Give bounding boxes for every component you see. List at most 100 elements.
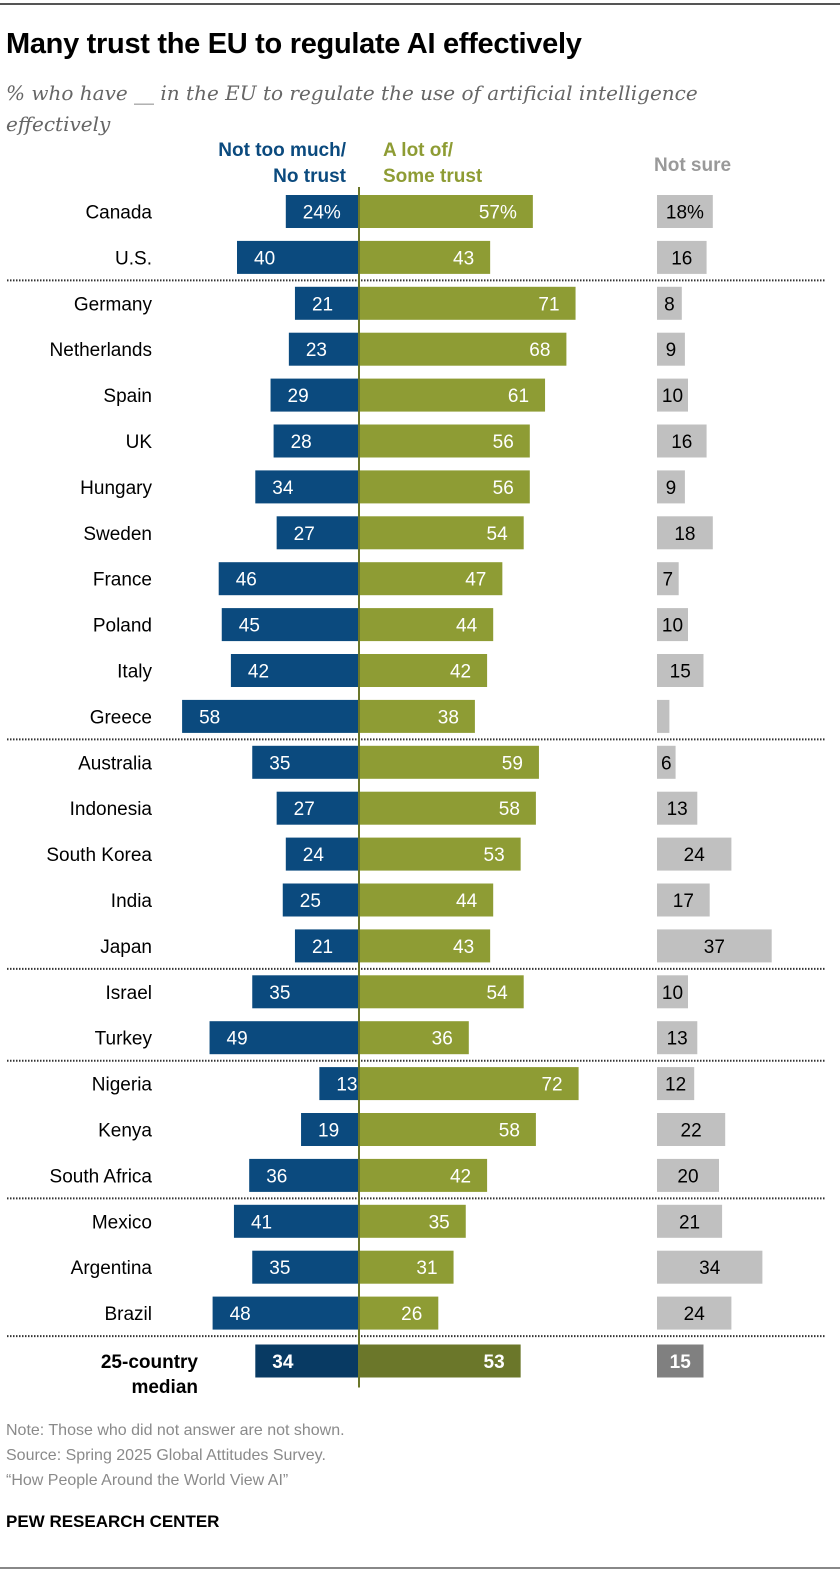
bar-not-sure — [657, 745, 676, 779]
label-some-trust: 42 — [450, 1166, 471, 1187]
category-label: median — [131, 1377, 198, 1398]
bar-no-trust — [276, 791, 359, 825]
label-no-trust: 42 — [248, 662, 269, 683]
category-label: South Korea — [46, 845, 152, 866]
bar-no-trust — [252, 975, 359, 1009]
label-not-sure: 8 — [664, 294, 675, 315]
label-no-trust: 25 — [300, 891, 321, 912]
category-label: Canada — [85, 203, 152, 224]
bar-no-trust — [218, 562, 359, 596]
label-not-sure: 12 — [665, 1075, 686, 1096]
category-label: 25-country — [101, 1352, 199, 1373]
label-some-trust: 42 — [450, 662, 471, 683]
label-not-sure: 13 — [667, 1029, 688, 1050]
label-some-trust: 36 — [432, 1029, 453, 1050]
label-some-trust: 61 — [508, 386, 529, 407]
bar-some-trust — [359, 378, 546, 412]
bar-not-sure — [657, 791, 698, 825]
label-not-sure: 18 — [674, 524, 695, 545]
bar-not-sure — [657, 470, 685, 504]
bar-no-trust — [252, 745, 359, 779]
bar-some-trust — [359, 516, 524, 550]
label-no-trust: 21 — [312, 294, 333, 315]
bar-not-sure — [657, 240, 707, 274]
label-no-trust: 49 — [227, 1029, 248, 1050]
category-label: Spain — [103, 386, 152, 407]
category-label: Netherlands — [50, 340, 152, 361]
bar-some-trust — [359, 562, 503, 596]
legend-no-trust: Not too much/ No trust — [218, 138, 346, 190]
label-not-sure: 16 — [671, 432, 692, 453]
label-not-sure: 10 — [662, 386, 683, 407]
category-label: Indonesia — [70, 799, 153, 820]
category-label: UK — [126, 432, 153, 453]
bar-not-sure — [657, 562, 679, 596]
category-label: Israel — [106, 983, 152, 1004]
bar-no-trust — [270, 378, 359, 412]
label-not-sure: 9 — [666, 478, 677, 499]
label-some-trust: 26 — [401, 1304, 422, 1325]
category-label: Italy — [117, 662, 152, 683]
label-not-sure: 6 — [661, 753, 672, 774]
bar-no-trust — [282, 883, 359, 917]
bar-some-trust — [359, 1021, 469, 1055]
bar-some-trust — [359, 699, 475, 733]
bar-not-sure — [657, 1250, 763, 1284]
label-no-trust: 24 — [303, 845, 325, 866]
bar-some-trust — [359, 1296, 439, 1330]
bar-not-sure — [657, 883, 710, 917]
bar-some-trust — [359, 1344, 521, 1378]
legend-some-trust: A lot of/ Some trust — [383, 138, 482, 190]
category-label: France — [93, 570, 152, 591]
bar-no-trust — [252, 1250, 359, 1284]
label-not-sure: 20 — [677, 1166, 698, 1187]
category-label: Germany — [74, 294, 153, 315]
note-text: Note: Those who did not answer are not s… — [6, 1422, 345, 1439]
label-some-trust: 44 — [456, 891, 478, 912]
report-title: “How People Around the World View AI” — [6, 1472, 289, 1489]
bar-some-trust — [359, 929, 491, 963]
label-no-trust: 35 — [269, 1258, 290, 1279]
label-no-trust: 34 — [272, 1352, 294, 1373]
label-some-trust: 57% — [479, 203, 517, 224]
label-no-trust: 27 — [294, 799, 315, 820]
label-not-sure: 15 — [670, 662, 691, 683]
bar-not-sure — [657, 516, 713, 550]
bar-not-sure — [657, 608, 688, 642]
label-no-trust: 13 — [336, 1075, 357, 1096]
label-not-sure: 22 — [681, 1121, 702, 1142]
bar-not-sure — [657, 699, 670, 733]
label-not-sure: 16 — [671, 248, 692, 269]
label-no-trust: 27 — [294, 524, 315, 545]
bar-not-sure — [657, 837, 732, 871]
label-no-trust: 23 — [306, 340, 327, 361]
label-some-trust: 31 — [416, 1258, 437, 1279]
label-some-trust: 54 — [487, 524, 509, 545]
bar-not-sure — [657, 1296, 732, 1330]
label-no-trust: 21 — [312, 937, 333, 958]
legend-no-trust-line1: Not too much/ — [218, 140, 346, 161]
bar-some-trust — [359, 424, 530, 458]
legend-some-trust-line1: A lot of/ — [383, 140, 453, 161]
label-not-sure: 17 — [673, 891, 694, 912]
bar-not-sure — [657, 286, 682, 320]
category-label: Sweden — [83, 524, 152, 545]
label-some-trust: 58 — [499, 799, 520, 820]
label-no-trust: 19 — [318, 1121, 339, 1142]
bar-no-trust — [237, 240, 359, 274]
category-label: Japan — [100, 937, 152, 958]
bar-not-sure — [657, 1067, 695, 1101]
label-no-trust: 36 — [266, 1166, 287, 1187]
category-label: South Africa — [50, 1166, 153, 1187]
label-some-trust: 56 — [493, 432, 514, 453]
bar-not-sure — [657, 332, 685, 366]
bar-some-trust — [359, 745, 539, 779]
bar-not-sure — [657, 1021, 698, 1055]
bar-not-sure — [657, 1158, 719, 1192]
category-label: Mexico — [92, 1212, 152, 1233]
label-some-trust: 71 — [538, 294, 559, 315]
bar-some-trust — [359, 654, 488, 687]
label-not-sure: 34 — [699, 1258, 721, 1279]
bar-some-trust — [359, 286, 576, 320]
